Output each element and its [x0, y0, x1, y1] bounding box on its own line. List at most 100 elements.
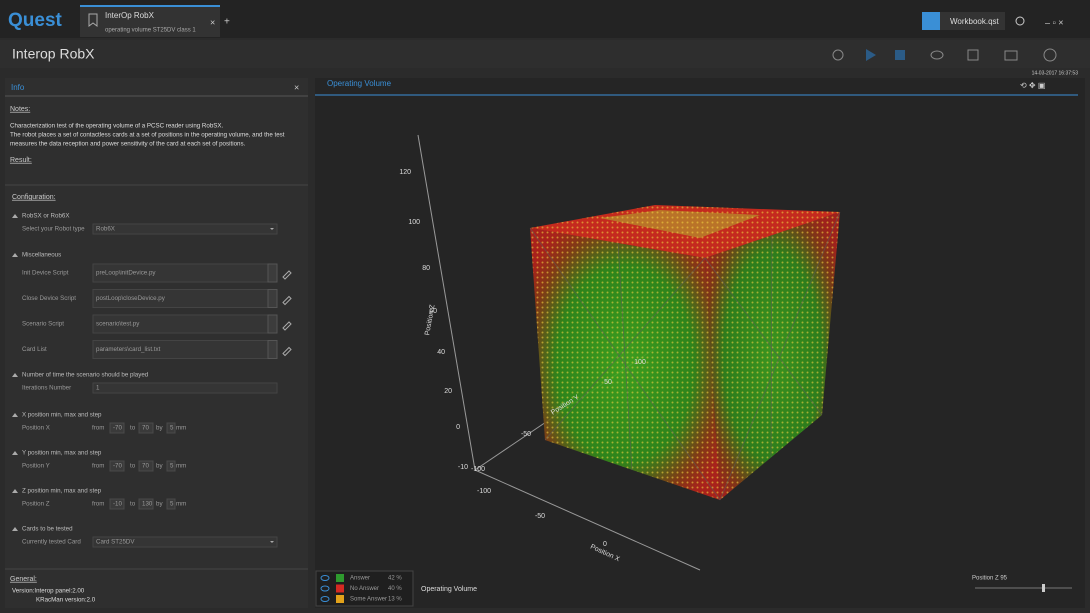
number-input[interactable] — [109, 460, 125, 472]
grid-lines — [529, 211, 841, 501]
window-controls[interactable]: – ▫ × — [1045, 17, 1063, 27]
general-label: General: — [10, 576, 37, 583]
range-from-label: from — [92, 463, 104, 470]
notes-line: The robot places a set of contactless ca… — [10, 132, 285, 139]
number-input[interactable] — [138, 498, 154, 510]
browse-button[interactable] — [267, 289, 278, 308]
range-unit: mm — [176, 501, 186, 508]
number-input[interactable] — [109, 422, 125, 434]
z-tick-label: 40 — [437, 349, 445, 356]
select-input[interactable] — [92, 536, 278, 548]
number-input[interactable] — [166, 498, 176, 510]
field-value: preLoop\initDevice.py — [96, 270, 156, 277]
browse-button[interactable] — [267, 340, 278, 359]
tab-close[interactable]: × — [210, 17, 215, 27]
number-input[interactable] — [109, 498, 125, 510]
legend-percent: 13 % — [388, 597, 402, 603]
legend-box — [315, 570, 414, 607]
field-value: scenario\test.py — [96, 321, 140, 328]
range-from: -70 — [113, 463, 123, 470]
range-to: 70 — [142, 425, 149, 432]
notes-label: Notes: — [10, 106, 30, 113]
y-tick-label: 100 — [634, 359, 646, 366]
view-controls[interactable]: ⟲ ✥ ▣ — [1020, 81, 1045, 90]
section-title: Cards to be tested — [22, 526, 73, 533]
visibility-toggle[interactable] — [320, 575, 330, 581]
text-input[interactable] — [92, 382, 278, 394]
y-tick-label: -100 — [471, 466, 485, 473]
visibility-toggle[interactable] — [320, 585, 330, 592]
toolbar — [0, 40, 1090, 68]
toolbar-icons[interactable] — [832, 48, 1057, 62]
field-label: Position Y — [22, 463, 50, 470]
z-tick-label: 20 — [444, 388, 452, 395]
result-label: Result: — [10, 157, 32, 164]
range-from: -10 — [113, 501, 123, 508]
collapse-arrow[interactable] — [12, 214, 18, 218]
edit-icon[interactable] — [282, 270, 292, 280]
legend-name: Answer — [350, 576, 370, 582]
slider-thumb[interactable] — [1042, 584, 1045, 592]
tab-accent — [80, 5, 220, 7]
browse-button[interactable] — [267, 314, 278, 334]
workbook-icon — [922, 12, 940, 30]
field-label: Card List — [22, 346, 47, 353]
number-input[interactable] — [166, 460, 176, 472]
x-tick-label: -50 — [535, 513, 545, 520]
edit-icon[interactable] — [282, 295, 292, 306]
legend-swatch — [336, 595, 344, 603]
workbook-button[interactable] — [940, 12, 1005, 30]
field-value: Rob6X — [96, 226, 115, 233]
configuration-label: Configuration: — [12, 194, 56, 201]
legend-name: No Answer — [350, 586, 379, 592]
select-input[interactable] — [92, 223, 278, 235]
collapse-arrow[interactable] — [12, 373, 18, 377]
legend-swatch — [336, 574, 344, 582]
z-tick-label: 60 — [429, 308, 437, 315]
collapse-arrow[interactable] — [12, 527, 18, 531]
collapse-arrow[interactable] — [12, 489, 18, 493]
volume-dots — [530, 205, 840, 500]
range-to: 70 — [142, 463, 149, 470]
range-unit: mm — [176, 463, 186, 470]
info-header: Info — [11, 83, 25, 92]
field-label: Position X — [22, 425, 50, 432]
edit-icon[interactable] — [282, 321, 292, 331]
number-input[interactable] — [166, 422, 176, 434]
edit-icon[interactable] — [282, 346, 292, 357]
browse-button[interactable] — [267, 263, 278, 283]
collapse-arrow[interactable] — [12, 253, 18, 257]
dropdown-arrow[interactable] — [270, 541, 274, 543]
footer-label: Operating Volume — [421, 586, 477, 593]
field-value: Card ST25DV — [96, 539, 135, 546]
tab[interactable] — [80, 5, 220, 37]
z-axis — [417, 134, 476, 471]
number-input[interactable] — [138, 460, 154, 472]
range-from: -70 — [113, 425, 123, 432]
volume-header: Operating Volume — [327, 79, 392, 88]
range-step: 5 — [170, 425, 174, 432]
tab-title: InterOp RobX — [105, 11, 155, 20]
info-close[interactable]: × — [294, 82, 299, 92]
range-to: 130 — [142, 501, 153, 508]
theme-toggle[interactable] — [1015, 16, 1025, 26]
general-line: Version:Interop panel:2.00 — [12, 588, 85, 595]
dropdown-arrow[interactable] — [270, 228, 274, 230]
field-value: parameters\card_list.txt — [96, 346, 161, 353]
collapse-arrow[interactable] — [12, 451, 18, 455]
field-label: Iterations Number — [22, 385, 71, 392]
z-tick-label: 100 — [408, 219, 420, 226]
range-from-label: from — [92, 425, 104, 432]
range-step: 5 — [170, 463, 174, 470]
visibility-toggle[interactable] — [320, 596, 330, 602]
range-from-label: from — [92, 501, 104, 508]
general-line: KRacMan version:2.0 — [36, 597, 96, 604]
z-tick-label: 120 — [399, 169, 411, 176]
number-input[interactable] — [138, 422, 154, 434]
field-label: Position Z — [22, 501, 50, 508]
logo: Quest — [8, 10, 63, 31]
collapse-arrow[interactable] — [12, 413, 18, 417]
tab-add[interactable]: + — [224, 17, 230, 28]
y-tick-label: 50 — [604, 379, 612, 386]
notes-line: Characterization test of the operating v… — [10, 123, 224, 130]
